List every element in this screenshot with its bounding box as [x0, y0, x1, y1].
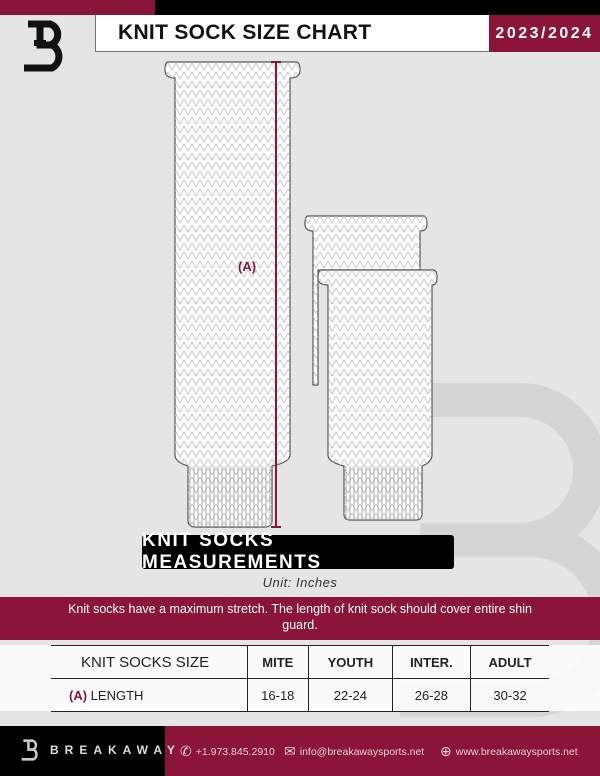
cell-inter: 26-28: [391, 678, 471, 712]
phone-text: +1.973.845.2910: [195, 745, 275, 758]
website-contact[interactable]: ⊕ www.breakawaysports.net: [440, 743, 578, 760]
note-text: Knit socks have a maximum stretch. The l…: [0, 597, 600, 640]
header-adult: ADULT: [470, 645, 549, 679]
footer-brand-area: [0, 726, 165, 776]
row-marker: (A): [69, 687, 88, 703]
footer-brand: BREAKAWAY: [50, 743, 181, 757]
top-accent-bar: [0, 0, 155, 15]
email-contact[interactable]: ✉ info@breakawaysports.net: [284, 743, 424, 760]
row-label-text: LENGTH: [90, 687, 144, 703]
title-box: [95, 15, 490, 52]
length-measure-line: [271, 61, 281, 528]
unit-label: Unit: Inches: [262, 575, 338, 590]
email-icon: ✉: [284, 743, 296, 759]
table-row: (A) LENGTH 16-18 22-24 26-28 30-32: [51, 678, 549, 712]
table-header-row: KNIT SOCKS SIZE MITE YOUTH INTER. ADULT: [51, 645, 549, 679]
top-black-bar: [155, 0, 600, 15]
email-text: info@breakawaysports.net: [299, 745, 425, 758]
phone-contact[interactable]: ✆ +1.973.845.2910: [180, 743, 275, 760]
season-badge: 2023/2024: [489, 15, 600, 52]
measure-marker: (A): [238, 259, 256, 274]
row-label: (A) LENGTH: [51, 678, 247, 712]
footer-contact-area: [165, 726, 600, 776]
cell-adult: 30-32: [470, 678, 549, 712]
header-youth: YOUTH: [308, 645, 393, 679]
cell-mite: 16-18: [246, 678, 309, 712]
measurements-label: KNIT SOCKS MEASUREMENTS: [142, 530, 454, 573]
globe-icon: ⊕: [440, 743, 452, 759]
small-sock-front-icon: [317, 269, 438, 521]
header-size: KNIT SOCKS SIZE: [51, 645, 247, 679]
size-table: KNIT SOCKS SIZE MITE YOUTH INTER. ADULT …: [51, 645, 549, 712]
page-title: KNIT SOCK SIZE CHART: [118, 21, 372, 44]
breakaway-logo-icon: [24, 20, 63, 72]
phone-icon: ✆: [180, 743, 192, 759]
header-mite: MITE: [246, 645, 309, 679]
small-sock-back-icon: [304, 215, 428, 386]
cell-youth: 22-24: [308, 678, 393, 712]
footer-logo-icon: [21, 739, 38, 761]
header-inter: INTER.: [391, 645, 471, 679]
sock-diagram: (A): [164, 61, 438, 528]
large-sock-icon: [164, 61, 301, 528]
website-text: www.breakawaysports.net: [455, 745, 578, 758]
